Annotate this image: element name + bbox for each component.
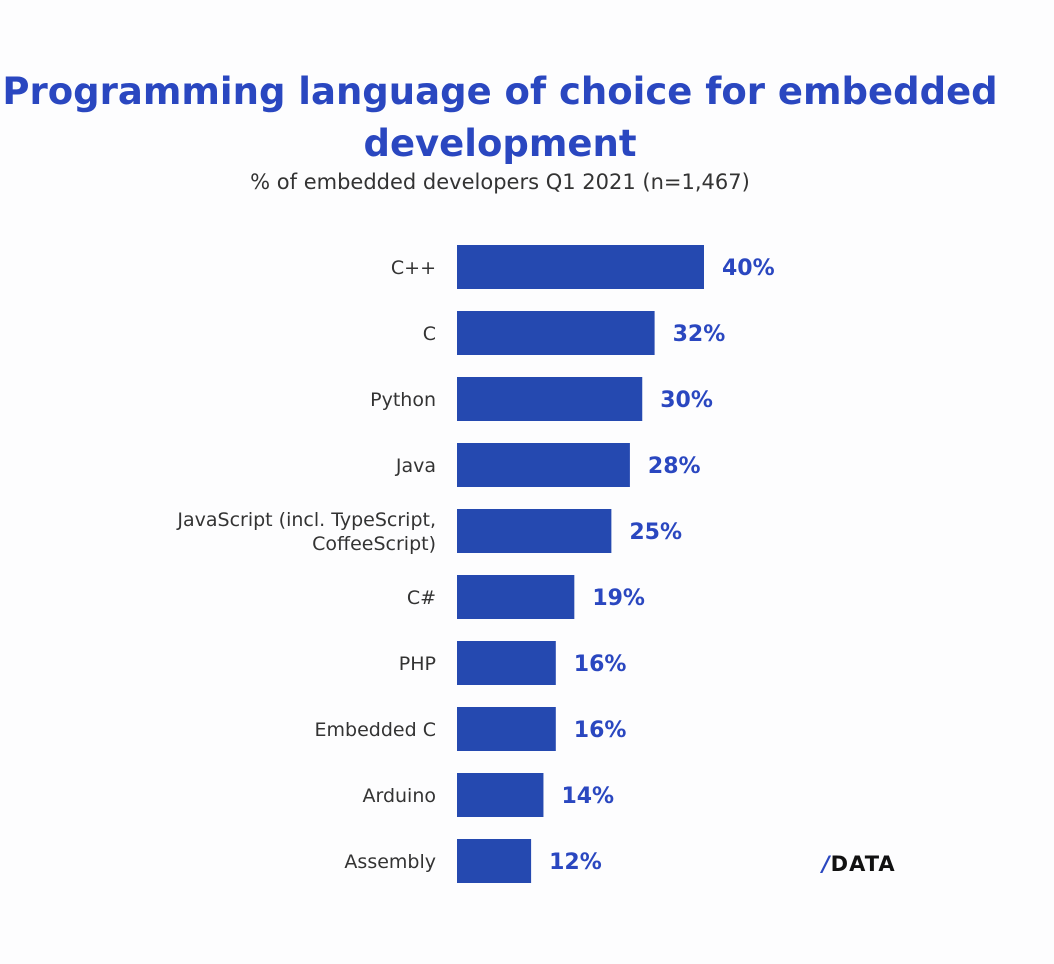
data-label-0: 40% [722, 256, 775, 281]
logo: /DATA [822, 852, 896, 876]
bar-3 [457, 443, 630, 487]
data-label-7: 16% [574, 718, 627, 743]
chart-title: Programming language of choice for embed… [2, 70, 998, 165]
data-label-9: 12% [549, 850, 602, 875]
category-label-4: CoffeeScript) [312, 533, 436, 555]
bar-1 [457, 311, 655, 355]
data-label-8: 14% [561, 784, 614, 809]
bar-9 [457, 839, 532, 883]
category-label-5: C# [407, 587, 436, 609]
category-label-4: JavaScript (incl. TypeScript, [176, 509, 436, 531]
data-label-5: 19% [592, 586, 645, 611]
category-label-1: C [423, 323, 436, 345]
bar-2 [457, 377, 643, 421]
data-label-3: 28% [648, 454, 701, 479]
bar-4 [457, 509, 612, 553]
chart-subtitle: % of embedded developers Q1 2021 (n=1,46… [250, 170, 750, 194]
data-label-1: 32% [673, 322, 726, 347]
data-label-4: 25% [629, 520, 682, 545]
category-label-8: Arduino [362, 785, 436, 807]
data-label-2: 30% [660, 388, 713, 413]
category-label-3: Java [395, 455, 436, 477]
bar-0 [457, 245, 704, 289]
bar-8 [457, 773, 544, 817]
bar-6 [457, 641, 556, 685]
data-label-6: 16% [574, 652, 627, 677]
bar-5 [457, 575, 575, 619]
category-label-2: Python [370, 389, 436, 411]
category-label-9: Assembly [344, 851, 436, 873]
bar-7 [457, 707, 556, 751]
category-label-7: Embedded C [315, 719, 436, 741]
category-label-6: PHP [399, 653, 436, 675]
category-label-0: C++ [391, 257, 436, 279]
